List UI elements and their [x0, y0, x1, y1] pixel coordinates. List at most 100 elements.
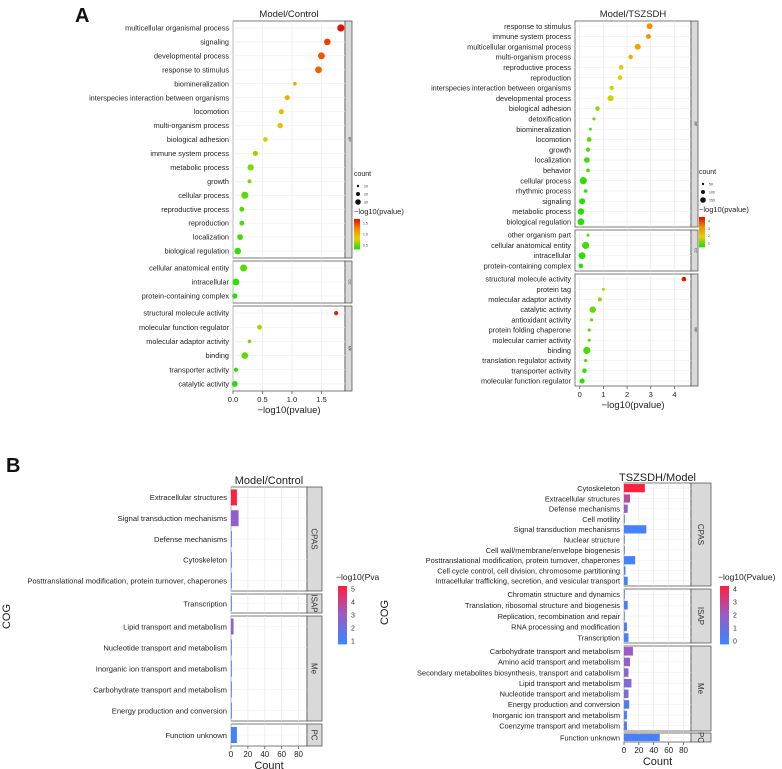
color-legend-segment	[720, 615, 729, 617]
facet-strip	[344, 305, 353, 392]
color-legend-segment	[338, 594, 347, 597]
dot-binding	[241, 352, 249, 359]
term-label-cellular-anatomical-entity: cellular anatomical entity	[491, 241, 571, 250]
term-label-biomineralization: biomineralization	[516, 125, 571, 134]
color-legend-segment	[720, 587, 729, 590]
color-legend-title: −log10(pvalue)	[354, 207, 404, 216]
color-legend-segment	[354, 223, 360, 225]
panel-b-label: B	[6, 455, 20, 477]
color-legend-segment	[699, 236, 705, 238]
bar-lipid-transport-and-metabolism	[624, 678, 632, 688]
color-legend-segment	[720, 610, 729, 613]
bar-energy-production-and-conversion	[231, 702, 232, 719]
category-label-cell-motility: Cell motility	[582, 515, 620, 524]
size-legend-label: 10	[364, 185, 368, 189]
bar-cell-motility	[624, 514, 625, 524]
term-label-protein-containing-complex: protein-containing complex	[142, 292, 230, 301]
color-legend-segment	[338, 628, 347, 630]
x-tick-label: 2	[625, 390, 629, 399]
bar-nuclear-structure	[624, 535, 625, 544]
dot-multi-organism-process	[277, 122, 283, 129]
chart-title: Model/Control	[259, 9, 318, 20]
bar-signal-transduction-mechanisms	[624, 525, 647, 534]
color-legend-segment	[338, 600, 347, 603]
dot-signaling	[579, 198, 586, 205]
term-label-binding: binding	[547, 346, 571, 355]
dot-signaling	[323, 38, 331, 46]
dot-cellular-anatomical-entity	[240, 264, 248, 272]
term-label-intracellular: intracellular	[534, 251, 572, 260]
bar-inorganic-ion-transport-and-metabolism	[231, 660, 232, 677]
color-legend-segment	[720, 632, 729, 635]
x-tick-label: 40	[649, 746, 658, 755]
term-label-locomotion: locomotion	[536, 135, 571, 144]
color-legend-segment	[338, 620, 347, 623]
bar-posttranslational-modification-protein-turnover-chaperones	[624, 556, 636, 565]
term-label-catalytic-activity: catalytic activity	[520, 305, 571, 314]
color-legend-label: 1.0	[363, 233, 368, 237]
term-label-protein-containing-complex: protein-containing complex	[484, 261, 572, 270]
term-label-intracellular: intracellular	[192, 278, 230, 287]
bar-rna-processing-and-modification	[624, 622, 627, 632]
term-label-multi-organism-process: multi-organism process	[154, 121, 230, 130]
term-label-behavior: behavior	[543, 166, 572, 175]
color-legend-segment	[720, 591, 729, 594]
color-legend-segment	[338, 588, 347, 591]
color-legend-segment	[338, 590, 347, 593]
category-label-extracellular-structures: Extracellular structures	[150, 493, 227, 502]
term-label-immune-system-process: immune system process	[492, 32, 571, 41]
term-label-response-to-stimulus: response to stimulus	[504, 22, 571, 31]
category-label-function-unknown: Function unknown	[560, 733, 620, 742]
color-legend-segment	[354, 222, 360, 224]
x-tick-label: 0.0	[228, 395, 238, 404]
facet-strip-label: CC	[348, 279, 352, 285]
term-label-detoxification: detoxification	[528, 114, 571, 123]
color-legend-segment	[338, 625, 347, 627]
term-label-binding: binding	[205, 351, 229, 360]
dot-metabolic-process	[577, 208, 585, 215]
term-label-molecular-adaptor-activity: molecular adaptor activity	[488, 295, 571, 304]
color-legend-segment	[354, 247, 360, 249]
dot-cellular-process	[579, 177, 587, 185]
facet-strip-label: BP	[348, 137, 352, 142]
size-legend-label: 100	[709, 191, 715, 195]
term-label-translation-regulator-activity: translation regulator activity	[482, 356, 571, 365]
color-legend-segment	[338, 607, 347, 610]
color-legend-segment	[699, 234, 705, 236]
x-tick-label: 80	[679, 746, 688, 755]
color-legend-segment	[720, 625, 729, 627]
dot-behavior	[586, 168, 590, 173]
color-legend-label: 1.5	[363, 222, 368, 226]
x-axis-title: −log10(pvalue)	[601, 400, 664, 411]
color-legend-segment	[354, 239, 360, 241]
term-label-multi-organism-process: multi-organism process	[496, 53, 572, 62]
color-legend-segment	[699, 230, 705, 232]
x-tick-label: 20	[243, 750, 252, 759]
facet-panel	[574, 20, 692, 228]
color-legend-segment	[338, 587, 347, 590]
x-tick-label: 1.0	[287, 395, 297, 404]
color-legend-segment	[354, 241, 360, 243]
color-legend-label: 3	[708, 227, 710, 231]
category-label-defense-mechanisms: Defense mechanisms	[549, 505, 620, 514]
color-legend-segment	[338, 636, 347, 639]
color-legend-segment	[354, 244, 360, 246]
facet-strip-label: Me	[696, 683, 705, 695]
category-label-secondary-metabolites-biosynthesis-transport-and-catabolism: Secondary metabolites biosynthesis, tran…	[417, 668, 620, 677]
color-legend-segment	[699, 217, 705, 219]
dot-biological-adhesion	[595, 106, 600, 111]
color-legend-segment	[720, 628, 729, 630]
dot-molecular-adaptor-activity	[597, 297, 602, 302]
color-legend-label: 2	[708, 234, 710, 238]
dot-catalytic-activity	[589, 306, 597, 313]
bar-carbohydrate-transport-and-metabolism	[231, 681, 232, 698]
bar-function-unknown	[231, 727, 237, 743]
term-label-biological-regulation: biological regulation	[507, 217, 572, 226]
facet-strip-label: BP	[694, 122, 698, 127]
dot-multicellular-organismal-process	[634, 43, 641, 50]
color-legend-segment	[338, 616, 347, 619]
color-legend-segment	[338, 597, 347, 600]
category-label-replication-recombination-and-repair: Replication, recombination and repair	[498, 612, 621, 621]
dot-biomineralization	[293, 81, 297, 86]
facet-panel	[574, 229, 692, 272]
